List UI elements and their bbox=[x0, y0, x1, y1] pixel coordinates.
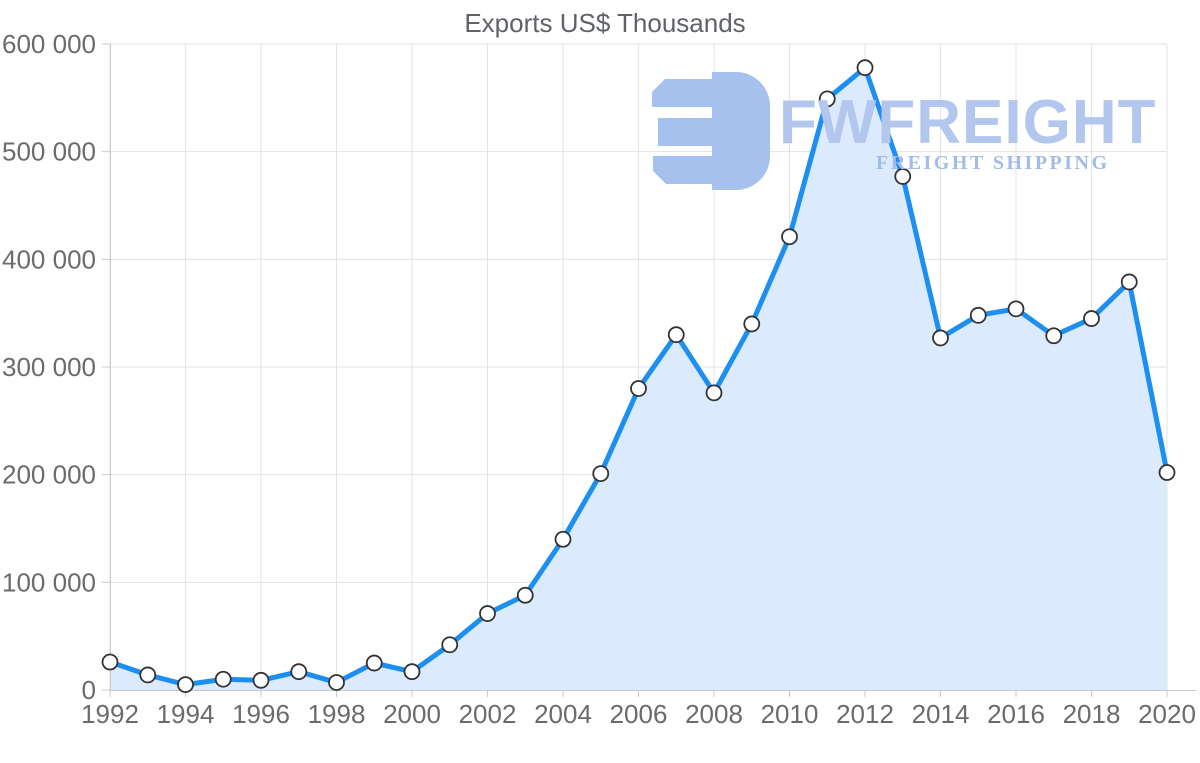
data-point-marker bbox=[592, 465, 610, 482]
data-point-marker bbox=[856, 59, 874, 77]
data-point-marker bbox=[554, 530, 572, 548]
data-point-marker bbox=[1007, 300, 1025, 318]
data-point-marker bbox=[516, 586, 534, 604]
data-point-marker bbox=[177, 676, 194, 694]
x-tick-label: 2004 bbox=[534, 699, 592, 729]
data-point-marker bbox=[365, 654, 383, 672]
data-point-marker bbox=[667, 326, 685, 344]
x-tick-label: 1996 bbox=[232, 699, 290, 729]
data-point-marker bbox=[328, 674, 345, 691]
x-tick-label: 2016 bbox=[987, 699, 1045, 729]
data-point-marker bbox=[479, 605, 496, 622]
data-point-marker bbox=[252, 671, 270, 689]
x-tick-label: 2002 bbox=[459, 699, 517, 729]
y-tick-label: 100 000 bbox=[2, 567, 96, 597]
x-tick-label: 2012 bbox=[836, 699, 894, 729]
data-point-marker bbox=[705, 384, 723, 402]
series-area bbox=[110, 67, 1167, 691]
data-point-marker bbox=[290, 663, 308, 681]
x-tick-label: 2008 bbox=[685, 699, 743, 729]
chart-title: Exports US$ Thousands bbox=[464, 8, 746, 38]
data-point-marker bbox=[932, 329, 949, 347]
data-point-marker bbox=[1045, 327, 1063, 345]
x-tick-label: 2018 bbox=[1063, 699, 1121, 729]
data-point-marker bbox=[743, 315, 761, 333]
x-tick-label: 2006 bbox=[610, 699, 668, 729]
data-point-marker bbox=[214, 670, 232, 688]
data-point-marker bbox=[101, 653, 119, 671]
y-tick-label: 600 000 bbox=[2, 29, 96, 59]
data-point-marker bbox=[1120, 273, 1138, 291]
data-point-marker bbox=[139, 666, 157, 684]
y-tick-label: 300 000 bbox=[2, 352, 96, 382]
x-tick-label: 1994 bbox=[157, 699, 215, 729]
data-point-marker bbox=[969, 306, 987, 324]
data-point-marker bbox=[1083, 310, 1100, 327]
x-tick-label: 2014 bbox=[912, 699, 970, 729]
data-point-marker bbox=[781, 228, 798, 246]
data-point-marker bbox=[894, 168, 912, 185]
x-tick-label: 1992 bbox=[81, 699, 139, 729]
y-tick-label: 400 000 bbox=[2, 244, 96, 274]
data-point-marker bbox=[818, 90, 836, 108]
x-tick-label: 2010 bbox=[761, 699, 819, 729]
y-tick-label: 500 000 bbox=[2, 137, 96, 167]
data-point-marker bbox=[1158, 464, 1176, 481]
x-tick-label: 2020 bbox=[1138, 699, 1196, 729]
x-tick-label: 2000 bbox=[383, 699, 441, 729]
y-tick-label: 0 bbox=[82, 675, 96, 705]
data-point-marker bbox=[441, 636, 459, 654]
data-point-marker bbox=[630, 380, 647, 397]
x-tick-label: 1998 bbox=[308, 699, 366, 729]
data-point-marker bbox=[403, 663, 421, 681]
y-tick-label: 200 000 bbox=[2, 460, 96, 490]
